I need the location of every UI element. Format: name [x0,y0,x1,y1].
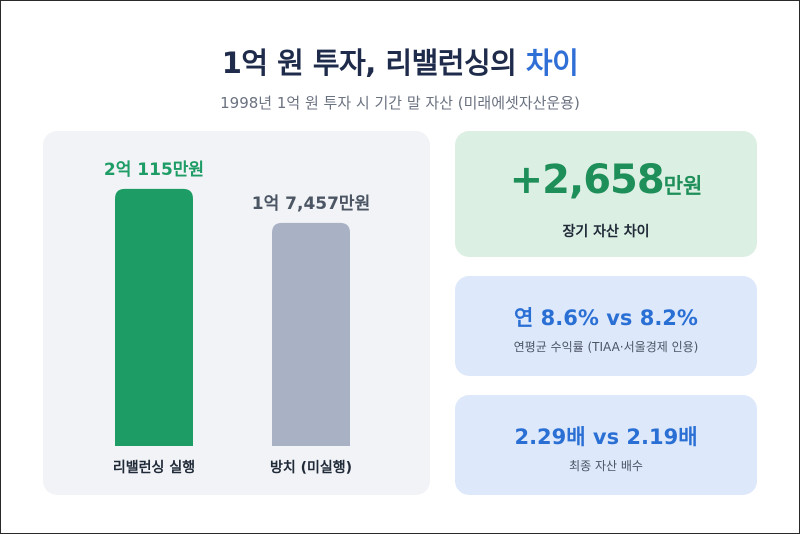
title-main: 1억 원 투자, 리밸런싱의 [221,46,526,80]
difference-caption: 장기 자산 차이 [562,224,650,240]
page-subtitle: 1998년 1억 원 투자 시 기간 말 자산 (미래에셋자산운용) [220,94,580,112]
page-title: 1억 원 투자, 리밸런싱의 차이 [0,40,800,82]
multiple-note: 최종 자산 배수 [569,459,643,473]
category-label-0: 리밸런싱 실행 [113,459,195,476]
difference-card: +2,658만원 장기 자산 차이 [455,131,757,257]
multiple-value: 2.29배 vs 2.19배 [514,425,698,449]
multiple-card: 2.29배 vs 2.19배 최종 자산 배수 [455,395,757,495]
annual-return-card: 연 8.6% vs 8.2% 연평균 수익률 (TIAA·서울경제 인용) [455,276,757,376]
difference-number: +2,658 [509,157,665,203]
bar-1 [272,222,350,446]
difference-value: +2,658만원 [455,157,757,203]
annual-return-value: 연 8.6% vs 8.2% [514,306,698,330]
bar-0 [115,188,193,447]
difference-unit: 만원 [663,174,703,198]
annual-return-note: 연평균 수익률 (TIAA·서울경제 인용) [513,340,699,354]
title-accent: 차이 [525,46,579,80]
bar-value-label-1: 1억 7,457만원 [252,194,370,214]
bar-value-label-0: 2억 115만원 [104,160,204,180]
category-label-1: 방치 (미실행) [270,459,352,476]
